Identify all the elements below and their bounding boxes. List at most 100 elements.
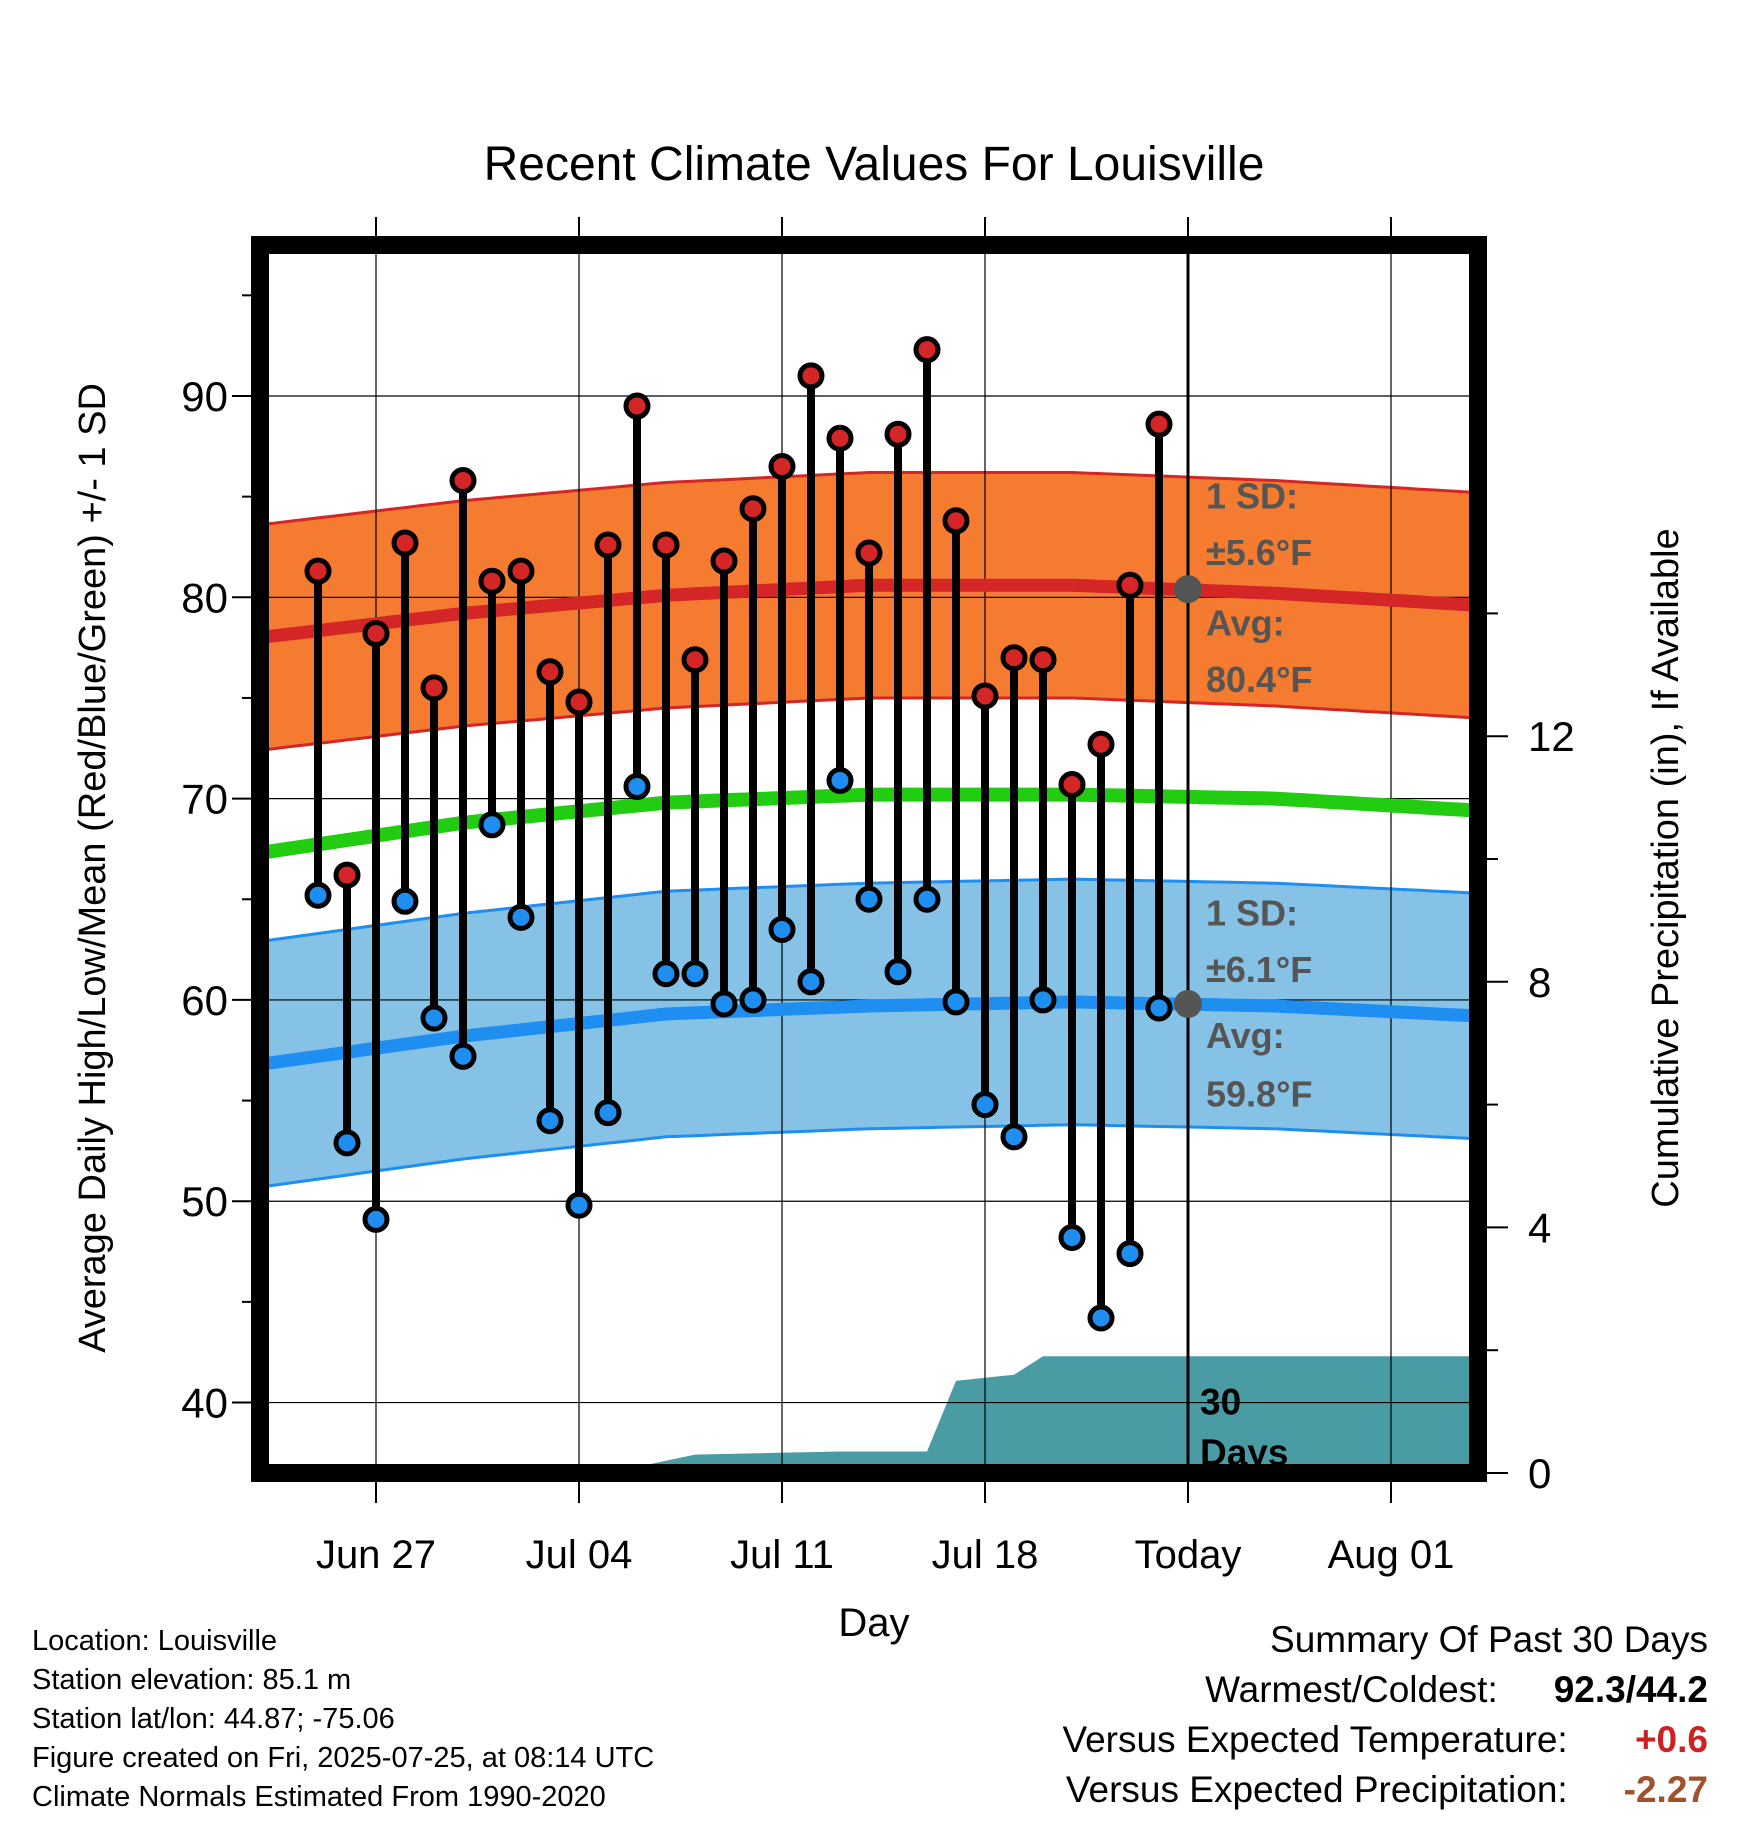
daily-low-point bbox=[739, 986, 767, 1014]
warmest-coldest-label: Warmest/Coldest: bbox=[1205, 1669, 1498, 1710]
precip-area bbox=[260, 1356, 1478, 1473]
daily-low-point bbox=[768, 915, 796, 943]
daily-high-point bbox=[1058, 771, 1086, 799]
daily-high-point bbox=[594, 531, 622, 559]
summary-title: Summary Of Past 30 Days bbox=[1270, 1619, 1708, 1660]
daily-low-point bbox=[1116, 1240, 1144, 1268]
daily-high-point bbox=[507, 557, 535, 585]
summary-temp-row: Versus Expected Temperature: +0.6 bbox=[808, 1715, 1708, 1765]
daily-high-point bbox=[333, 861, 361, 889]
footer-elevation: Station elevation: 85.1 m bbox=[32, 1664, 352, 1696]
daily-low-point bbox=[420, 1004, 448, 1032]
low-sd-band bbox=[260, 879, 1478, 1188]
high-avg-today-marker bbox=[1174, 575, 1202, 604]
daily-low-point bbox=[362, 1205, 390, 1233]
summary-warmest-coldest-row: Warmest/Coldest: 92.3/44.2 bbox=[808, 1665, 1708, 1715]
y-tick-label: 60 bbox=[181, 977, 228, 1024]
days-label-word: Days bbox=[1200, 1432, 1288, 1473]
daily-high-point bbox=[652, 531, 680, 559]
daily-high-point bbox=[391, 529, 419, 557]
y2-tick-label: 0 bbox=[1528, 1450, 1551, 1497]
high-avg-value: 80.4°F bbox=[1206, 659, 1312, 700]
y2-axis-label: Cumulative Precipitation (in), If Availa… bbox=[1645, 528, 1687, 1207]
high-avg-label: Avg: bbox=[1206, 603, 1285, 644]
daily-high-point bbox=[797, 362, 825, 390]
x-tick-label: Jul 04 bbox=[526, 1533, 633, 1577]
x-tick-label: Jul 18 bbox=[932, 1533, 1039, 1577]
daily-low-point bbox=[478, 811, 506, 839]
daily-low-point bbox=[855, 885, 883, 913]
daily-high-point bbox=[855, 539, 883, 567]
daily-low-point bbox=[507, 903, 535, 931]
x-tick-label: Aug 01 bbox=[1328, 1533, 1455, 1577]
daily-low-point bbox=[1029, 986, 1057, 1014]
daily-high-point bbox=[681, 646, 709, 674]
footer-location: Location: Louisville bbox=[32, 1625, 278, 1657]
daily-low-point bbox=[710, 990, 738, 1018]
temp-anomaly-label: Versus Expected Temperature: bbox=[1062, 1719, 1568, 1760]
daily-low-point bbox=[333, 1129, 361, 1157]
daily-low-point bbox=[797, 968, 825, 996]
daily-high-point bbox=[913, 336, 941, 364]
y-axis-label: Average Daily High/Low/Mean (Red/Blue/Gr… bbox=[72, 383, 114, 1353]
daily-high-point bbox=[1116, 571, 1144, 599]
daily-low-point bbox=[594, 1099, 622, 1127]
daily-low-point bbox=[681, 960, 709, 988]
daily-high-point bbox=[942, 507, 970, 535]
daily-high-point bbox=[768, 452, 796, 480]
daily-low-point bbox=[1058, 1223, 1086, 1251]
x-axis-label: Day bbox=[838, 1601, 909, 1645]
daily-high-point bbox=[1145, 410, 1173, 438]
daily-high-point bbox=[739, 495, 767, 523]
days-label-number: 30 bbox=[1200, 1382, 1241, 1423]
y-tick-label: 80 bbox=[181, 574, 228, 621]
summary-prcp-row: Versus Expected Precipitation: -2.27 bbox=[808, 1765, 1708, 1815]
x-tick-label: Jun 27 bbox=[316, 1533, 436, 1577]
temp-anomaly-value: +0.6 bbox=[1634, 1719, 1708, 1760]
y2-tick-label: 12 bbox=[1528, 713, 1575, 760]
y-tick-label: 90 bbox=[181, 373, 228, 420]
daily-high-point bbox=[623, 392, 651, 420]
daily-low-point bbox=[623, 773, 651, 801]
daily-high-point bbox=[1087, 730, 1115, 758]
daily-low-point bbox=[1145, 994, 1173, 1022]
plot-area: 40 50 60 70 80 90 0 4 8 12 Jun 27 Jul 04 Jul 11 Jul 1… bbox=[181, 217, 1575, 1577]
daily-high-point bbox=[536, 658, 564, 686]
daily-low-point bbox=[1087, 1304, 1115, 1332]
station-info: Location: Louisville Station elevation: … bbox=[32, 1622, 654, 1817]
low-sd-lower-line bbox=[260, 1123, 1478, 1189]
daily-high-point bbox=[826, 424, 854, 452]
daily-low-point bbox=[391, 887, 419, 915]
daily-high-point bbox=[478, 567, 506, 595]
footer-latlon: Station lat/lon: 44.87; -75.06 bbox=[32, 1703, 395, 1735]
daily-low-point bbox=[942, 988, 970, 1016]
summary-panel: Summary Of Past 30 Days Warmest/Coldest:… bbox=[808, 1615, 1708, 1815]
daily-low-point bbox=[884, 958, 912, 986]
low-avg-label: Avg: bbox=[1206, 1015, 1285, 1056]
daily-low-point bbox=[449, 1042, 477, 1070]
chart-title: Recent Climate Values For Louisville bbox=[484, 138, 1265, 191]
daily-high-point bbox=[449, 467, 477, 495]
daily-high-point bbox=[1000, 644, 1028, 672]
daily-high-point bbox=[420, 674, 448, 702]
high-sd-value: ±5.6°F bbox=[1206, 532, 1312, 573]
daily-high-point bbox=[710, 547, 738, 575]
daily-low-point bbox=[826, 766, 854, 794]
warmest-coldest-value: 92.3/44.2 bbox=[1553, 1669, 1708, 1710]
daily-high-point bbox=[565, 688, 593, 716]
prcp-anomaly-label: Versus Expected Precipitation: bbox=[1065, 1769, 1568, 1810]
prcp-anomaly-value: -2.27 bbox=[1623, 1769, 1708, 1810]
daily-low-point bbox=[913, 885, 941, 913]
daily-low-point bbox=[565, 1191, 593, 1219]
daily-high-point bbox=[884, 420, 912, 448]
daily-low-point bbox=[1000, 1123, 1028, 1151]
daily-high-point bbox=[971, 682, 999, 710]
y2-tick-label: 4 bbox=[1528, 1204, 1551, 1251]
low-avg-value: 59.8°F bbox=[1206, 1074, 1312, 1115]
low-sd-value: ±6.1°F bbox=[1206, 949, 1312, 990]
daily-low-point bbox=[652, 960, 680, 988]
daily-low-point bbox=[304, 881, 332, 909]
daily-low-point bbox=[536, 1107, 564, 1135]
plot-inner bbox=[260, 245, 1478, 1473]
